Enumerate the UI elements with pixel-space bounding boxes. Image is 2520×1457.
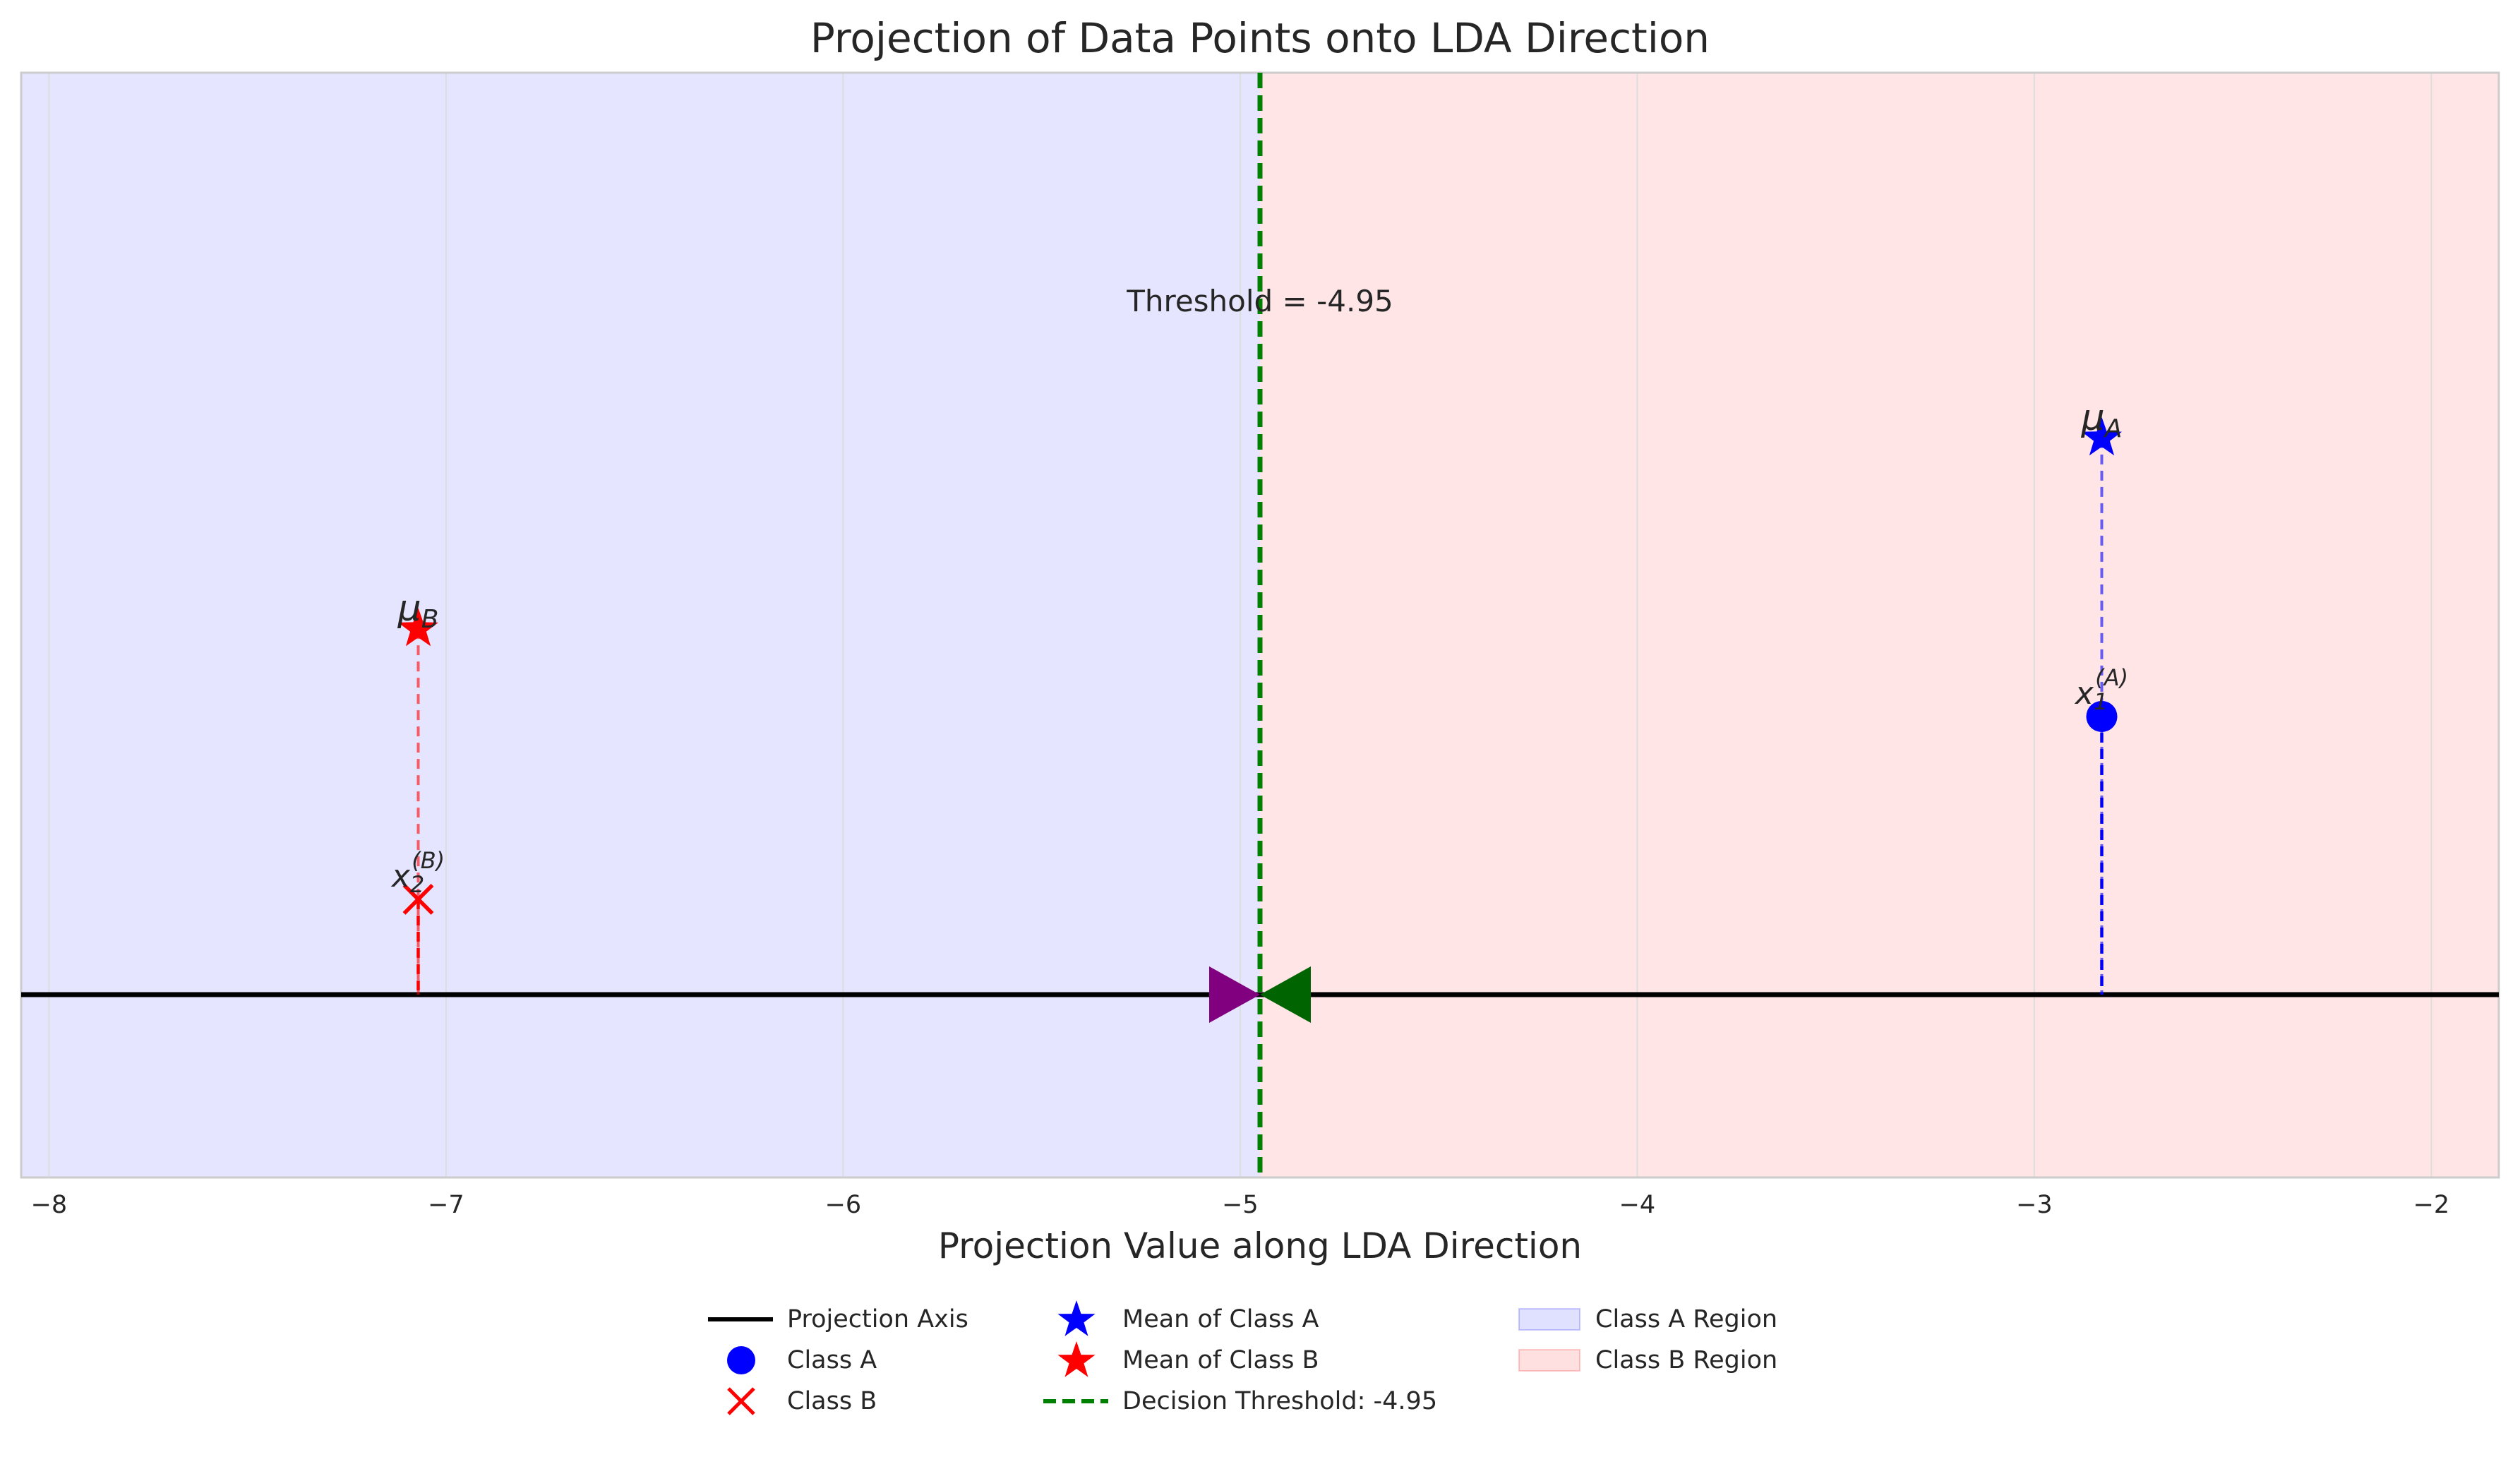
point-label-base: x bbox=[390, 858, 411, 894]
legend-swatch-graphic bbox=[1057, 1341, 1096, 1377]
legend-item: Class B Region bbox=[1511, 1340, 1777, 1381]
x-tick-label: −6 bbox=[825, 1191, 862, 1219]
class-a-region bbox=[21, 73, 1260, 1177]
legend-swatch bbox=[1511, 1340, 1588, 1381]
x-marker-stroke bbox=[727, 1387, 755, 1415]
point-label-base: x bbox=[2074, 676, 2094, 712]
mean-label-base: μ bbox=[2081, 397, 2105, 439]
x-tick-label: −8 bbox=[31, 1191, 68, 1219]
x-axis-label: Projection Value along LDA Direction bbox=[938, 1225, 1582, 1266]
arrow-right-icon bbox=[1209, 966, 1260, 1024]
mean-label-sub: B bbox=[421, 605, 439, 634]
x-tick-label: −4 bbox=[1619, 1191, 1656, 1219]
legend-label: Mean of Class B bbox=[1122, 1346, 1319, 1374]
legend-swatch-graphic bbox=[727, 1346, 755, 1374]
legend-label: Mean of Class A bbox=[1122, 1305, 1319, 1333]
legend: Projection Axis Class A Class B Mean of Cla… bbox=[702, 1299, 1846, 1440]
legend-swatch bbox=[702, 1340, 780, 1381]
legend-label: Class B bbox=[787, 1387, 877, 1415]
legend-item: Class A Region bbox=[1511, 1299, 1777, 1340]
legend-label: Class B Region bbox=[1595, 1346, 1778, 1374]
legend-item: Projection Axis bbox=[702, 1299, 968, 1340]
legend-label: Decision Threshold: -4.95 bbox=[1122, 1387, 1438, 1415]
ticks-layer: −8 −7 −6 −5 −4 −3 −2 bbox=[31, 1191, 2450, 1219]
x-marker-stroke bbox=[402, 883, 434, 915]
legend-swatch bbox=[1511, 1299, 1588, 1340]
x-tick-label: −5 bbox=[1222, 1191, 1259, 1219]
legend-x-icon bbox=[727, 1387, 755, 1415]
point-label-sub: 1 bbox=[2094, 688, 2108, 715]
legend-label: Class A bbox=[787, 1346, 877, 1374]
legend-circle-icon bbox=[727, 1346, 755, 1374]
threshold-annotation: Threshold = -4.95 bbox=[1126, 284, 1393, 318]
legend-swatch-graphic bbox=[1043, 1399, 1108, 1403]
legend-label: Projection Axis bbox=[787, 1305, 968, 1333]
mean-label-sub: A bbox=[2104, 414, 2123, 443]
mean-label: μA bbox=[2081, 397, 2123, 443]
point-label: x2(B) bbox=[390, 847, 445, 898]
legend-item: Mean of Class B bbox=[1038, 1340, 1319, 1381]
legend-star-icon bbox=[1057, 1341, 1096, 1377]
legend-swatch bbox=[1038, 1299, 1115, 1340]
legend-swatch-graphic bbox=[1518, 1349, 1580, 1372]
legend-swatch-graphic bbox=[708, 1317, 773, 1321]
legend-item: Class B bbox=[702, 1381, 877, 1422]
legend-item: Decision Threshold: -4.95 bbox=[1038, 1381, 1437, 1422]
legend-swatch bbox=[1038, 1340, 1115, 1381]
x-tick-label: −7 bbox=[428, 1191, 464, 1219]
legend-label: Class A Region bbox=[1595, 1305, 1778, 1333]
legend-swatch bbox=[702, 1381, 780, 1422]
class-a-point bbox=[2086, 700, 2118, 732]
point-label-sub: 2 bbox=[410, 871, 424, 898]
mean-label-base: μ bbox=[397, 587, 421, 630]
mean-label: μB bbox=[397, 587, 439, 634]
legend-item: Class A bbox=[702, 1340, 877, 1381]
legend-patch-icon bbox=[1518, 1349, 1580, 1372]
legend-patch-icon bbox=[1518, 1308, 1580, 1331]
legend-swatch-graphic bbox=[1518, 1308, 1580, 1331]
legend-star-icon bbox=[1057, 1300, 1096, 1336]
arrow-left-icon bbox=[1260, 966, 1311, 1024]
legend-swatch-graphic bbox=[727, 1387, 755, 1415]
legend-swatch-graphic bbox=[1057, 1300, 1096, 1336]
chart-title: Projection of Data Points onto LDA Direc… bbox=[810, 14, 1710, 62]
legend-item: Mean of Class A bbox=[1038, 1299, 1319, 1340]
point-label: x1(A) bbox=[2074, 664, 2128, 715]
mean-class-a-star-icon bbox=[2082, 416, 2122, 456]
class-b-region bbox=[1260, 73, 2499, 1177]
x-tick-label: −2 bbox=[2413, 1191, 2450, 1219]
class-b-point bbox=[402, 883, 434, 915]
point-label-sup: (B) bbox=[412, 847, 445, 874]
mean-class-b-star-icon bbox=[398, 608, 438, 647]
legend-swatch bbox=[702, 1299, 780, 1340]
x-tick-label: −3 bbox=[2016, 1191, 2053, 1219]
point-label-sup: (A) bbox=[2095, 664, 2128, 691]
legend-swatch bbox=[1038, 1381, 1115, 1422]
